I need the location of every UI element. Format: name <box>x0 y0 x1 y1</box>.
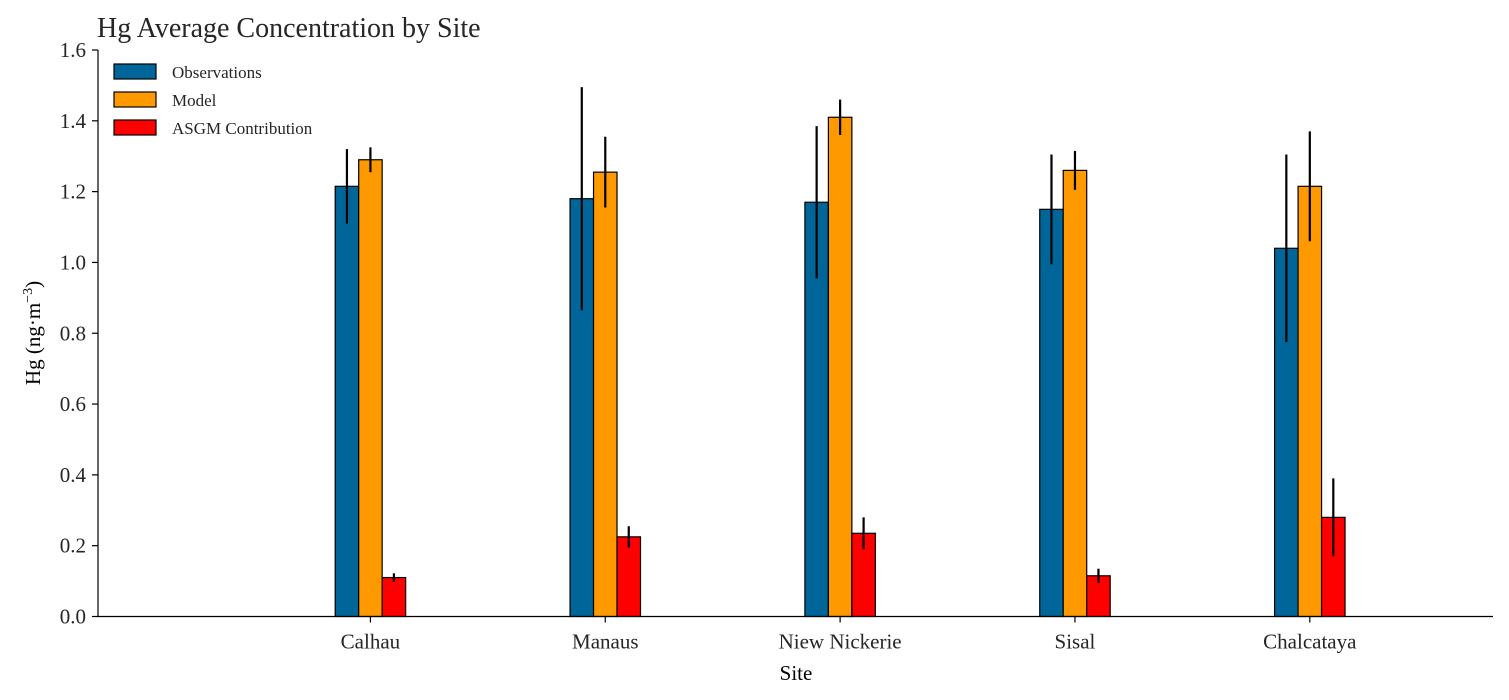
y-tick-label: 1.2 <box>60 180 86 204</box>
y-tick-label: 1.4 <box>60 109 87 133</box>
x-axis-label: Site <box>780 661 813 685</box>
y-tick-label: 0.2 <box>60 534 86 558</box>
bar-model-niew-nickerie <box>827 116 853 618</box>
legend-label-model: Model <box>172 91 217 110</box>
x-tick-label: Sisal <box>1055 630 1096 654</box>
legend-swatch-asgm-contribution <box>113 119 157 136</box>
bar-model-manaus <box>592 171 618 618</box>
y-axis-label-main: Hg (ng·m <box>21 303 45 385</box>
y-tick-label: 1.6 <box>60 38 86 62</box>
y-tick-label: 0.0 <box>60 605 86 629</box>
y-tick-label: 1.0 <box>60 250 86 274</box>
legend-swatch-model <box>113 91 157 108</box>
legend-label-asgm-contribution: ASGM Contribution <box>172 119 313 138</box>
legend-label-observations: Observations <box>172 63 262 82</box>
x-tick-label: Calhau <box>341 630 401 654</box>
y-tick-label: 0.8 <box>60 321 86 345</box>
error-bars-layer <box>345 87 1335 583</box>
y-axis-label-sup: −3 <box>21 288 36 303</box>
x-ticks: Calhau Manaus Niew Nickerie Sisal Chalcataya <box>341 616 1357 654</box>
y-axis-label: Hg (ng·m−3) <box>21 281 45 385</box>
bar-model-chalcataya <box>1297 185 1323 618</box>
bar-asgm-contribution-manaus <box>616 536 642 618</box>
x-tick-label: Manaus <box>572 630 639 654</box>
bar-asgm-contribution-calhau <box>381 576 407 618</box>
legend-swatch-observations <box>113 63 157 80</box>
bar-observations-sisal <box>1039 208 1064 618</box>
x-tick-label: Chalcataya <box>1263 630 1357 654</box>
y-tick-label: 0.6 <box>60 392 86 416</box>
bar-model-sisal <box>1062 169 1088 618</box>
y-axis-label-end: ) <box>21 281 45 288</box>
chart-title: Hg Average Concentration by Site <box>97 13 481 44</box>
legend: Observations Model ASGM Contribution <box>113 63 313 138</box>
y-ticks: 0.0 0.2 0.4 0.6 0.8 1.0 1.2 1.4 1.6 <box>60 38 98 629</box>
x-tick-label: Niew Nickerie <box>779 630 902 654</box>
bars-layer <box>334 116 1346 618</box>
bar-model-calhau <box>358 159 383 618</box>
y-tick-label: 0.4 <box>60 463 87 487</box>
bar-observations-calhau <box>334 185 360 618</box>
